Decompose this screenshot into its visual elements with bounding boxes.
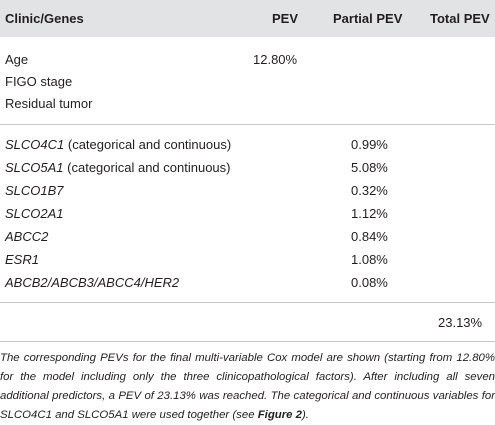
divider-total: [0, 341, 495, 342]
row-gene-abcc2: ABCC2: [5, 229, 49, 244]
row-label-residual-tumor: Residual tumor: [5, 96, 93, 111]
row-label-age: Age: [5, 52, 29, 67]
figure-2-link[interactable]: Figure 2: [257, 409, 303, 421]
total-pev-value: 23.13%: [438, 315, 483, 330]
header-pev: PEV: [272, 11, 299, 26]
row-partial-slco5a1: 5.08%: [351, 160, 388, 175]
header-clinic-genes: Clinic/Genes: [5, 11, 84, 26]
row-label-figo-stage: FIGO stage: [5, 74, 73, 89]
header-total-pev: Total PEV: [430, 11, 490, 26]
table-caption: The corresponding PEVs for the final mul…: [0, 352, 495, 421]
row-gene-esr1: ESR1: [5, 252, 39, 267]
row-partial-slco1b7: 0.32%: [351, 183, 388, 198]
row-gene-slco1b7: SLCO1B7: [5, 183, 64, 198]
row-partial-abcc2: 0.84%: [351, 229, 388, 244]
divider-genes: [0, 302, 495, 303]
row-partial-esr1: 1.08%: [351, 252, 388, 267]
row-pev-age: 12.80%: [253, 52, 298, 67]
row-gene-slco2a1: SLCO2A1: [5, 206, 64, 221]
row-gene-slco5a1: SLCO5A1 (categorical and continuous): [5, 160, 231, 175]
divider-clinical: [0, 124, 495, 125]
table-header: Clinic/Genes PEV Partial PEV Total PEV: [0, 0, 495, 37]
row-partial-slco4c1: 0.99%: [351, 137, 388, 152]
row-partial-abcb2-abcb3-abcc4-her2: 0.08%: [351, 275, 388, 290]
row-partial-slco2a1: 1.12%: [351, 206, 388, 221]
row-gene-abcb2-abcb3-abcc4-her2: ABCB2/ABCB3/ABCC4/HER2: [5, 275, 180, 290]
row-gene-slco4c1: SLCO4C1 (categorical and continuous): [5, 137, 232, 152]
header-partial-pev: Partial PEV: [333, 11, 403, 26]
